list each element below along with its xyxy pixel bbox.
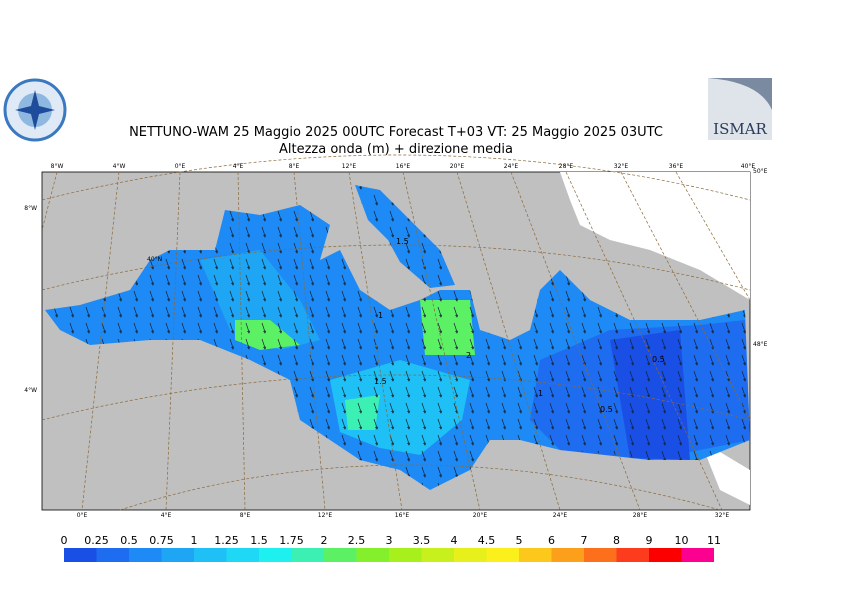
lat-label: 40°N bbox=[147, 256, 162, 263]
colorbar-label: 1.5 bbox=[250, 534, 268, 547]
map: 1.5 1 2 1.5 1 0.5 0.5 8°W 4°W 0°E 4°E 8°E 12°E 16°E 2… bbox=[24, 154, 768, 519]
contour-label: 0.5 bbox=[600, 405, 613, 414]
logo-left bbox=[3, 78, 67, 142]
colorbar-swatch bbox=[486, 548, 519, 562]
bottom-coord-label: 20°E bbox=[473, 512, 488, 519]
colorbar-label: 3 bbox=[386, 534, 393, 547]
title: NETTUNO-WAM 25 Maggio 2025 00UTC Forecas… bbox=[129, 125, 663, 140]
contour-label: 1 bbox=[538, 389, 543, 398]
colorbar-swatch bbox=[616, 548, 649, 562]
colorbar-label: 0.25 bbox=[84, 534, 109, 547]
colorbar-label: 8 bbox=[613, 534, 620, 547]
colorbar-swatch bbox=[324, 548, 357, 562]
logo-right: ISMAR bbox=[708, 78, 772, 140]
colorbar-swatch bbox=[519, 548, 552, 562]
colorbar-label: 5 bbox=[516, 534, 523, 547]
top-coord-label: 40°E bbox=[741, 163, 756, 170]
colorbar-swatch bbox=[259, 548, 292, 562]
top-coord-label: 8°W bbox=[51, 163, 64, 170]
colorbar-label: 1 bbox=[191, 534, 198, 547]
colorbar-swatch bbox=[584, 548, 617, 562]
bottom-coord-label: 32°E bbox=[715, 512, 730, 519]
colorbar-label: 1.25 bbox=[214, 534, 239, 547]
colorbar-swatch bbox=[389, 548, 422, 562]
top-coord-label: 24°E bbox=[504, 163, 519, 170]
logo-text: ISMAR bbox=[713, 120, 767, 138]
colorbar-label: 0.5 bbox=[120, 534, 138, 547]
colorbar-swatch bbox=[649, 548, 682, 562]
right-coord-label: 50°E bbox=[753, 168, 768, 175]
colorbar-label: 11 bbox=[707, 534, 721, 547]
contour-label: 1.5 bbox=[396, 237, 409, 246]
colorbar-label: 2.5 bbox=[348, 534, 366, 547]
colorbar: 0 0.25 0.5 0.75 1 1.25 1.5 1.75 2 2.5 3 3.5 4 4.5 5 6 7 8… bbox=[61, 534, 721, 562]
colorbar-label: 9 bbox=[646, 534, 653, 547]
bottom-coord-label: 8°E bbox=[240, 512, 251, 519]
left-coord-label: 8°W bbox=[24, 205, 37, 212]
colorbar-swatch bbox=[96, 548, 129, 562]
contour-label: 1.5 bbox=[374, 377, 387, 386]
contour-label: 2 bbox=[466, 351, 471, 360]
bottom-coord-label: 24°E bbox=[553, 512, 568, 519]
bottom-coord-label: 12°E bbox=[318, 512, 333, 519]
colorbar-swatch bbox=[129, 548, 162, 562]
colorbar-swatch bbox=[421, 548, 454, 562]
colorbar-label: 1.75 bbox=[279, 534, 304, 547]
colorbar-label: 0.75 bbox=[149, 534, 174, 547]
colorbar-swatch bbox=[454, 548, 487, 562]
colorbar-swatch bbox=[356, 548, 389, 562]
colorbar-label: 3.5 bbox=[413, 534, 431, 547]
colorbar-swatch bbox=[161, 548, 194, 562]
colorbar-label: 7 bbox=[581, 534, 588, 547]
colorbar-label: 4.5 bbox=[478, 534, 496, 547]
left-coord-label: 4°W bbox=[24, 387, 37, 394]
contour-label: 0.5 bbox=[652, 355, 665, 364]
top-coord-label: 4°E bbox=[233, 163, 244, 170]
top-coord-label: 4°W bbox=[113, 163, 126, 170]
colorbar-swatch bbox=[226, 548, 259, 562]
bottom-coord-label: 4°E bbox=[161, 512, 172, 519]
top-coord-label: 20°E bbox=[450, 163, 465, 170]
top-coord-label: 16°E bbox=[396, 163, 411, 170]
top-coord-label: 8°E bbox=[289, 163, 300, 170]
top-coord-label: 28°E bbox=[559, 163, 574, 170]
bottom-coord-label: 0°E bbox=[77, 512, 88, 519]
top-coord-label: 36°E bbox=[669, 163, 684, 170]
arrows bbox=[45, 185, 750, 490]
colorbar-label: 6 bbox=[548, 534, 555, 547]
right-coord-label: 48°E bbox=[753, 341, 768, 348]
colorbar-label: 0 bbox=[61, 534, 68, 547]
colorbar-swatch bbox=[551, 548, 584, 562]
contour-label: 1 bbox=[378, 311, 383, 320]
colorbar-label: 2 bbox=[321, 534, 328, 547]
bottom-coord-label: 28°E bbox=[633, 512, 648, 519]
colorbar-swatch bbox=[64, 548, 97, 562]
colorbar-swatch bbox=[681, 548, 714, 562]
top-coord-label: 32°E bbox=[614, 163, 629, 170]
subtitle: Altezza onda (m) + direzione media bbox=[279, 142, 513, 157]
bottom-coord-label: 16°E bbox=[395, 512, 410, 519]
colorbar-swatch bbox=[291, 548, 324, 562]
colorbar-label: 10 bbox=[675, 534, 689, 547]
colorbar-label: 4 bbox=[451, 534, 458, 547]
colorbar-swatch bbox=[194, 548, 227, 562]
top-coord-label: 0°E bbox=[175, 163, 186, 170]
top-coord-label: 12°E bbox=[342, 163, 357, 170]
